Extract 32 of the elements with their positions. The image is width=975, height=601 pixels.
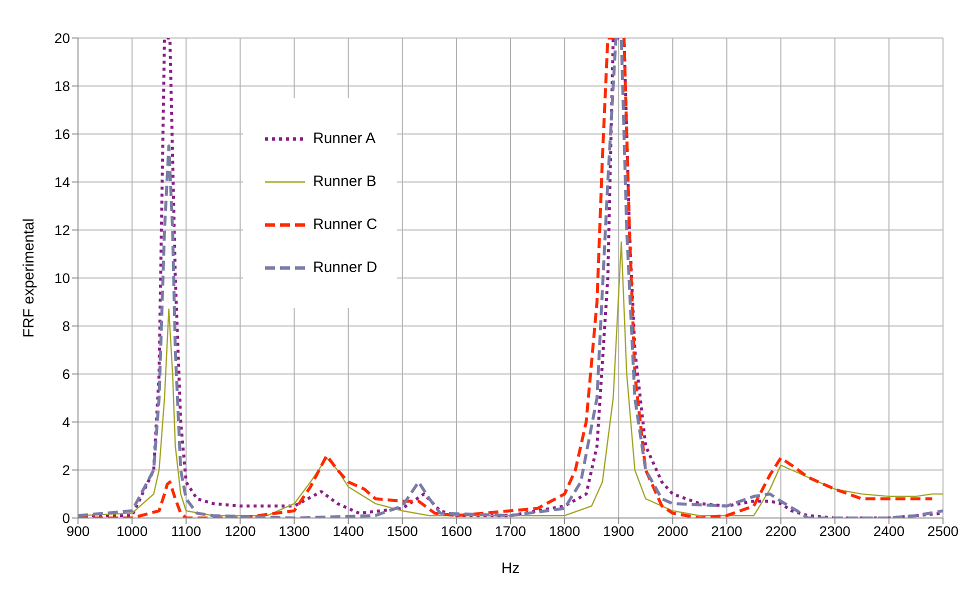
x-tick-label: 1900 — [603, 522, 634, 539]
y-tick-label: 8 — [62, 318, 70, 334]
x-axis-title: Hz — [501, 560, 520, 577]
x-tick-label: 1600 — [440, 522, 472, 539]
x-tick-label: 1100 — [171, 522, 202, 539]
y-tick-label: 12 — [54, 222, 70, 238]
legend-label: Runner B — [313, 173, 376, 190]
x-tick-label: 2300 — [819, 522, 851, 539]
x-tick-label: 2000 — [657, 522, 688, 539]
x-tick-label: 1000 — [116, 522, 148, 539]
x-tick-label: 1400 — [332, 522, 364, 539]
y-tick-label: 6 — [62, 366, 70, 382]
x-tick-label: 2200 — [765, 522, 797, 539]
legend-label: Runner D — [313, 259, 378, 276]
x-tick-label: 1500 — [386, 522, 418, 539]
x-tick-label: 1800 — [548, 522, 580, 539]
y-tick-label: 14 — [54, 174, 70, 190]
y-tick-label: 10 — [54, 270, 70, 286]
y-tick-label: 4 — [62, 414, 70, 430]
y-tick-label: 18 — [54, 78, 70, 94]
legend-label: Runner C — [313, 216, 378, 233]
x-tick-label: 1300 — [278, 522, 310, 539]
x-tick-label: 2500 — [927, 522, 959, 539]
legend-label: Runner A — [313, 130, 376, 147]
x-tick-label: 2400 — [873, 522, 905, 539]
x-tick-label: 1700 — [494, 522, 526, 539]
x-tick-label: 2100 — [711, 522, 743, 539]
y-tick-label: 2 — [62, 462, 70, 478]
y-tick-label: 20 — [54, 30, 70, 46]
y-tick-label: 16 — [54, 126, 70, 142]
y-axis-title: FRF experimental — [20, 218, 38, 338]
x-tick-label: 1200 — [224, 522, 256, 539]
